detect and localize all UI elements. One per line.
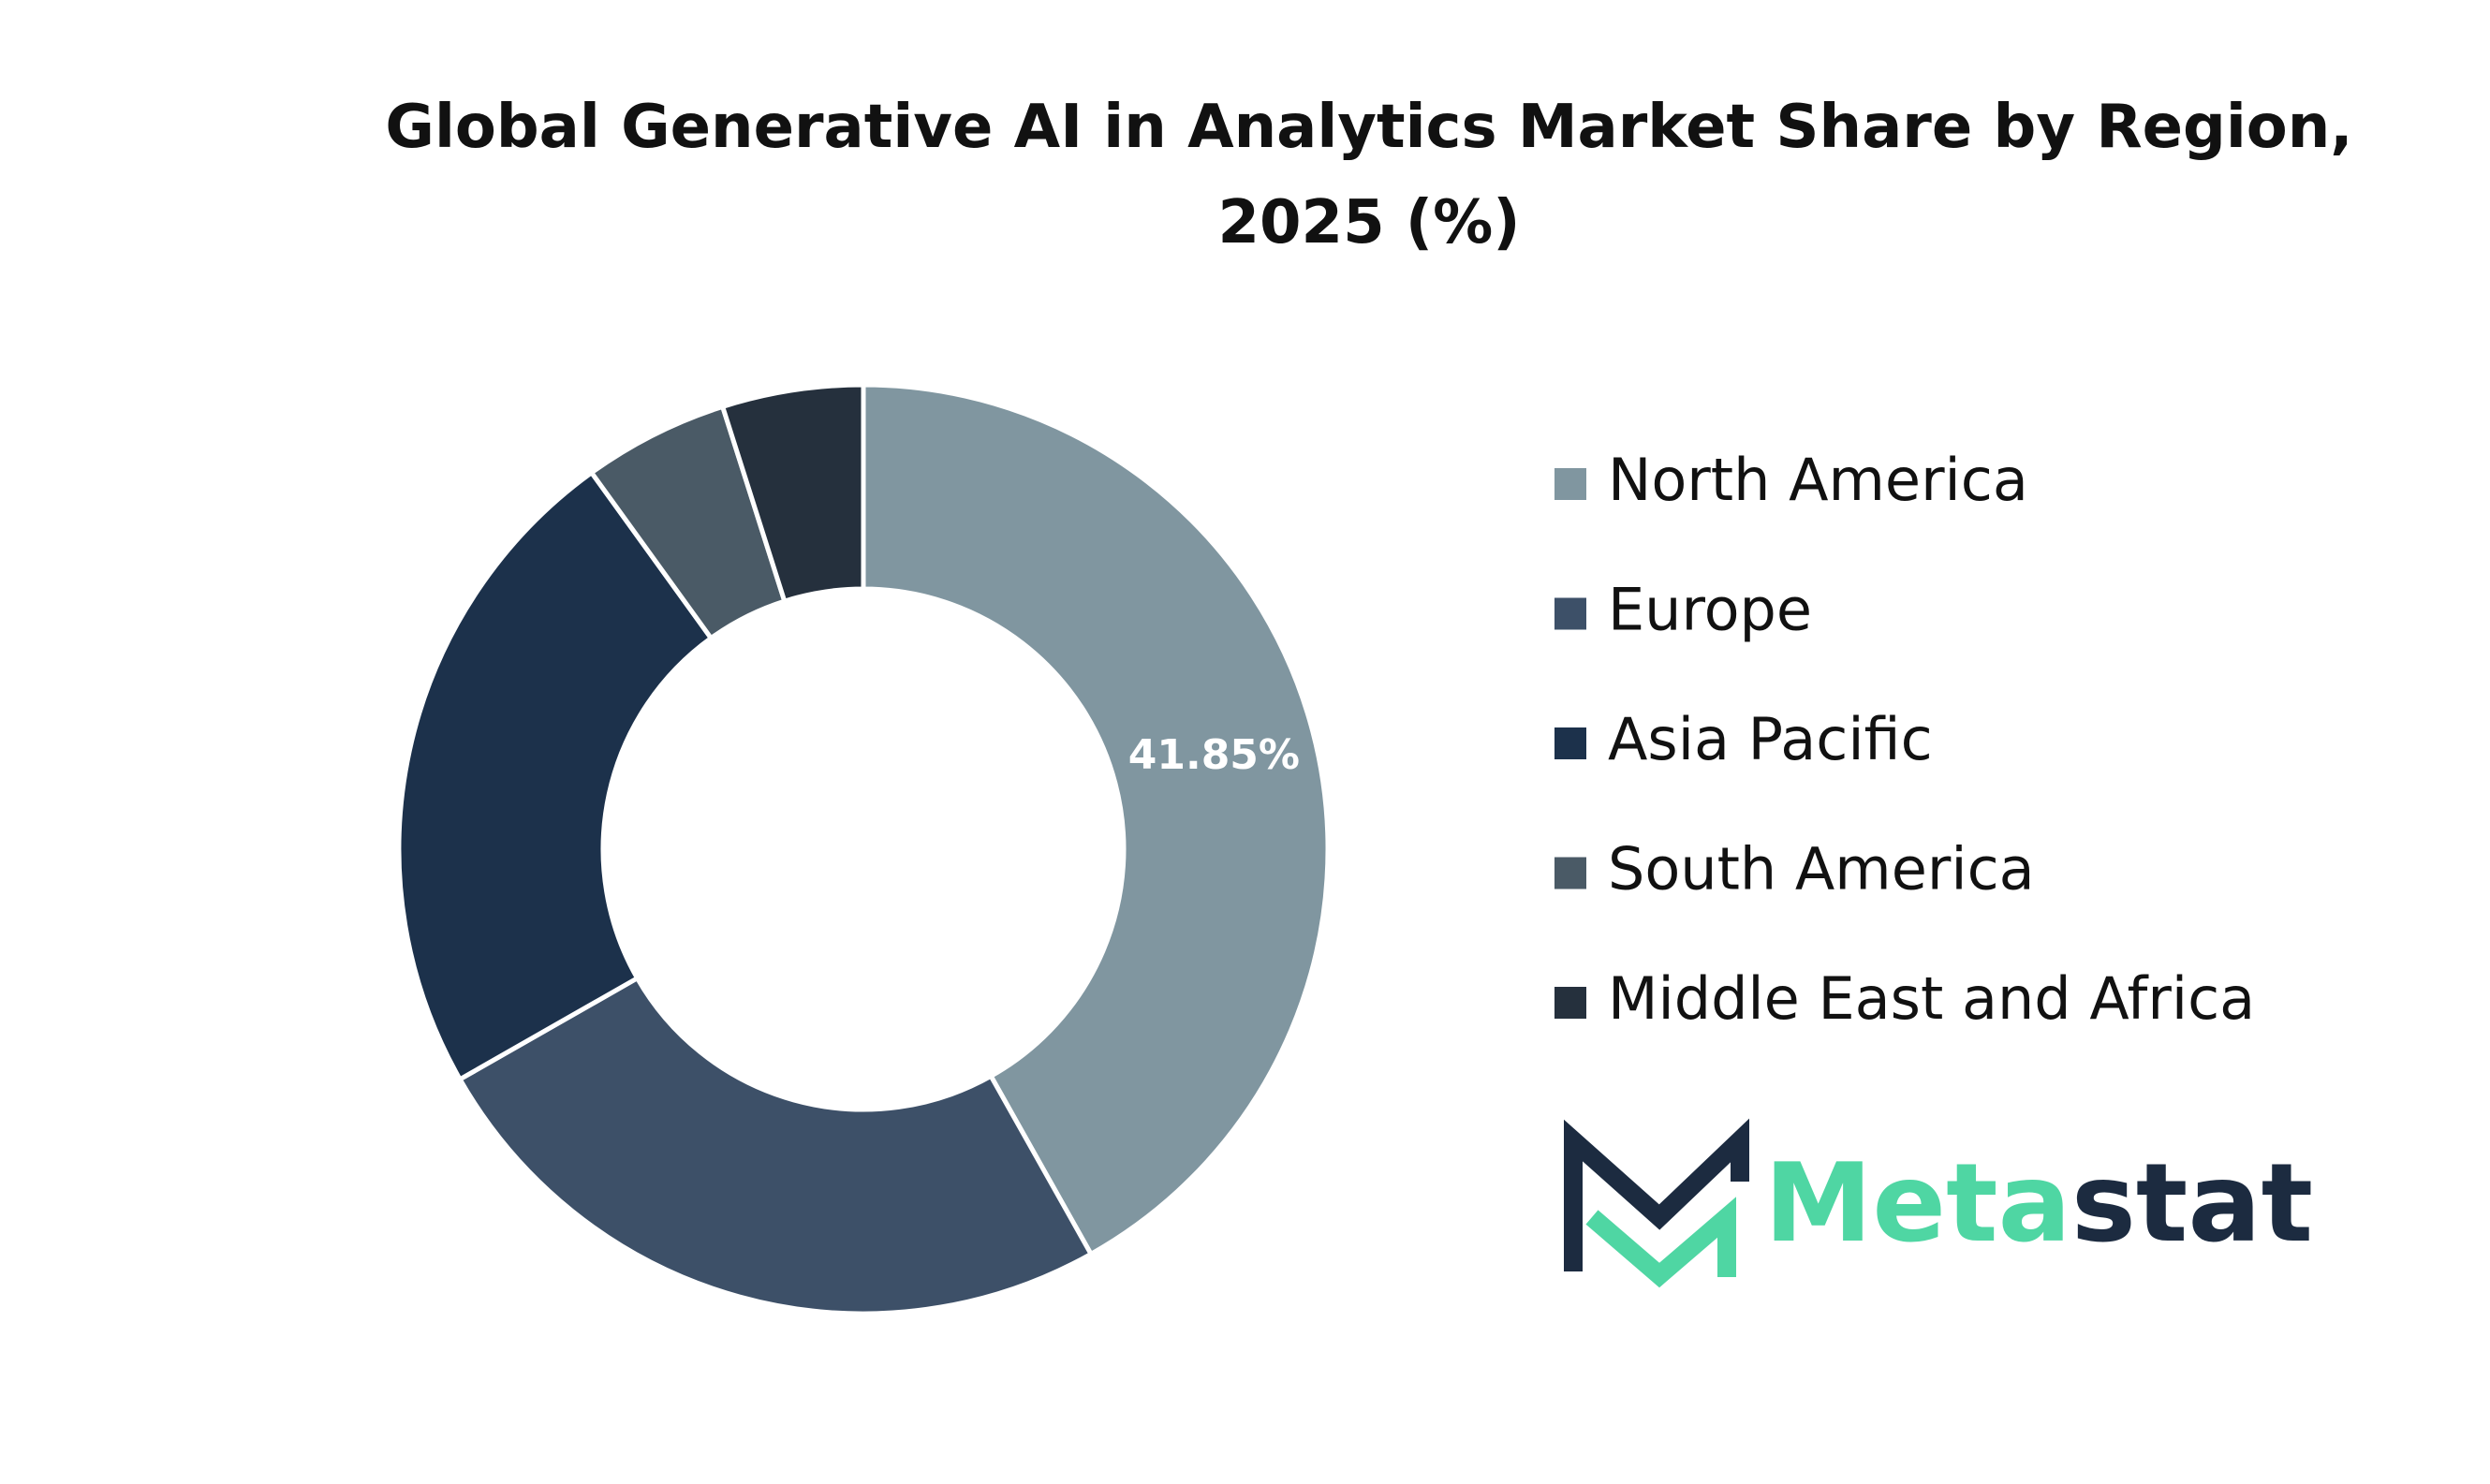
legend-swatch [1554,727,1586,759]
logo: Metastat [1564,1118,2313,1288]
logo-icon-dark [1564,1118,1749,1271]
legend-swatch [1554,987,1586,1019]
legend-swatch [1554,468,1586,500]
logo-accent: Meta [1764,1140,2071,1267]
logo-text: Metastat [1764,1140,2313,1267]
legend: North America Europe Asia Pacific South Ame… [1554,446,2255,1033]
legend-label: South America [1608,835,2035,904]
slice [456,975,1095,1316]
legend-swatch [1554,857,1586,889]
legend-label: Europe [1608,576,1812,644]
slice [719,382,866,605]
legend-swatch [1554,597,1586,630]
legend-label: North America [1608,446,2028,514]
slice [861,382,1331,1257]
logo-icon-accent [1585,1197,1736,1288]
legend-label: Asia Pacific [1608,705,1933,773]
slices: 41.85% [396,382,1331,1316]
logo-rest: stat [2071,1140,2313,1267]
legend-label: Middle East and Africa [1608,964,2255,1033]
slice [396,469,715,1083]
chart-title: Global Generative AI in Analytics Market… [385,93,2352,257]
value-label: 41.85% [1128,731,1300,779]
